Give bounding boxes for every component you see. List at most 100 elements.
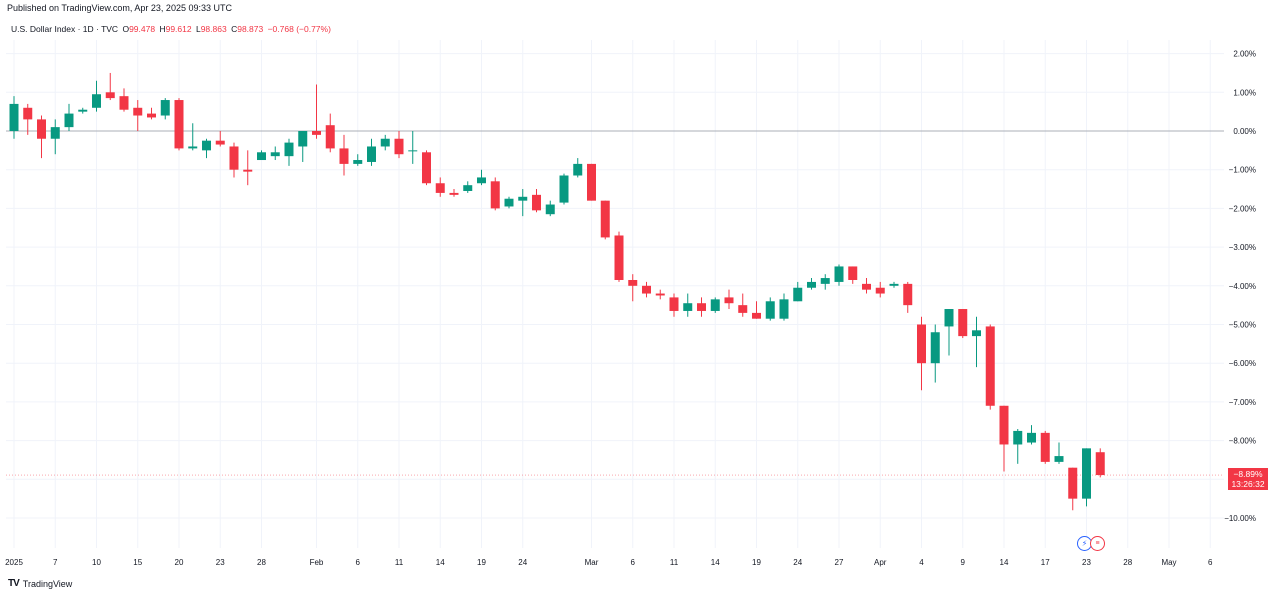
candle-body[interactable] xyxy=(793,287,803,302)
x-tick-label: 27 xyxy=(835,558,844,567)
candle-body[interactable] xyxy=(422,152,431,184)
candle-body[interactable] xyxy=(600,200,610,238)
y-tick-label: −4.00% xyxy=(1229,282,1256,291)
candle-body[interactable] xyxy=(147,113,156,118)
candle-body[interactable] xyxy=(724,297,734,304)
x-tick-label: 24 xyxy=(518,558,527,567)
candle-body[interactable] xyxy=(614,235,624,280)
candle-body[interactable] xyxy=(119,96,129,110)
candle-body[interactable] xyxy=(490,181,500,209)
candle-body[interactable] xyxy=(229,146,239,170)
candle-body[interactable] xyxy=(188,146,198,149)
candle-body[interactable] xyxy=(37,119,46,139)
candle-body[interactable] xyxy=(875,287,885,294)
candle-body[interactable] xyxy=(312,131,321,135)
candle-body[interactable] xyxy=(133,107,143,116)
y-tick-label: −10.00% xyxy=(1224,514,1256,523)
x-tick-label: 19 xyxy=(477,558,486,567)
candle-body[interactable] xyxy=(23,107,33,120)
candle-body[interactable] xyxy=(1054,456,1064,462)
y-tick-label: −8.00% xyxy=(1229,437,1256,446)
candle-body[interactable] xyxy=(380,138,390,147)
high-label: H xyxy=(159,24,166,34)
candle-body[interactable] xyxy=(367,146,376,162)
candle-body[interactable] xyxy=(257,152,266,161)
x-tick-label: 14 xyxy=(711,558,720,567)
candle-body[interactable] xyxy=(1040,432,1050,462)
candle-body[interactable] xyxy=(944,309,954,327)
candle-body[interactable] xyxy=(559,175,569,203)
candle-body[interactable] xyxy=(930,332,940,364)
candle-body[interactable] xyxy=(435,183,445,193)
candle-body[interactable] xyxy=(215,140,225,145)
candle-body[interactable] xyxy=(545,204,555,215)
candle-body[interactable] xyxy=(587,163,596,201)
candle-body[interactable] xyxy=(848,266,858,280)
candle-body[interactable] xyxy=(1027,432,1036,443)
candle-body[interactable] xyxy=(752,312,761,319)
candle-body[interactable] xyxy=(78,109,88,112)
candle-body[interactable] xyxy=(518,196,528,201)
candle-body[interactable] xyxy=(64,113,74,128)
candle-body[interactable] xyxy=(834,266,844,282)
us-flag-event-icon[interactable]: ≡ xyxy=(1090,536,1105,551)
candle-body[interactable] xyxy=(669,297,679,311)
candle-body[interactable] xyxy=(298,131,308,147)
candle-body[interactable] xyxy=(463,185,473,191)
candle-body[interactable] xyxy=(862,283,871,290)
candle-body[interactable] xyxy=(710,299,720,311)
candle-body[interactable] xyxy=(642,285,651,294)
candle-body[interactable] xyxy=(628,279,638,286)
candle-body[interactable] xyxy=(999,405,1009,445)
candle-body[interactable] xyxy=(325,125,335,149)
candle-body[interactable] xyxy=(972,330,981,337)
x-tick-label: May xyxy=(1161,558,1176,567)
candle-body[interactable] xyxy=(889,283,899,286)
candle-body[interactable] xyxy=(655,293,665,296)
candle-body[interactable] xyxy=(339,148,349,164)
candle-body[interactable] xyxy=(697,303,706,311)
candle-body[interactable] xyxy=(820,278,830,284)
candle-body[interactable] xyxy=(1082,448,1091,499)
y-tick-label: 0.00% xyxy=(1233,127,1256,136)
candle-body[interactable] xyxy=(683,303,693,311)
symbol-name[interactable]: U.S. Dollar Index · 1D · TVC xyxy=(11,24,119,34)
candle-body[interactable] xyxy=(917,324,926,364)
x-tick-label: 23 xyxy=(216,558,225,567)
candle-body[interactable] xyxy=(160,100,170,116)
candle-body[interactable] xyxy=(573,163,583,176)
candle-body[interactable] xyxy=(985,326,995,406)
candle-body[interactable] xyxy=(174,100,184,149)
candle-body[interactable] xyxy=(92,94,101,108)
x-tick-label: 6 xyxy=(631,558,636,567)
candle-body[interactable] xyxy=(284,142,294,157)
candle-body[interactable] xyxy=(202,140,211,151)
candle-body[interactable] xyxy=(779,299,789,319)
candle-body[interactable] xyxy=(1095,452,1105,476)
candle-body[interactable] xyxy=(765,301,775,319)
candle-body[interactable] xyxy=(105,92,115,99)
candle-body[interactable] xyxy=(1068,467,1078,499)
candle-body[interactable] xyxy=(408,150,418,152)
candle-body[interactable] xyxy=(532,194,541,211)
candle-body[interactable] xyxy=(958,309,968,337)
footer-brand[interactable]: TradingView xyxy=(22,578,73,589)
candle-body[interactable] xyxy=(243,169,253,172)
tradingview-logo-icon[interactable]: TV xyxy=(8,578,20,589)
candle-body[interactable] xyxy=(394,138,404,155)
x-tick-label: 24 xyxy=(793,558,802,567)
candle-body[interactable] xyxy=(50,127,60,139)
candle-body[interactable] xyxy=(449,192,459,195)
change-value: −0.768 (−0.77%) xyxy=(267,24,331,34)
candle-body[interactable] xyxy=(738,305,748,313)
candle-body[interactable] xyxy=(9,103,19,131)
candle-body[interactable] xyxy=(353,160,363,164)
candle-body[interactable] xyxy=(1013,430,1023,445)
candle-body[interactable] xyxy=(477,177,486,184)
candle-body[interactable] xyxy=(903,283,913,306)
candle-body[interactable] xyxy=(270,152,280,157)
candle-body[interactable] xyxy=(807,281,816,288)
candle-body[interactable] xyxy=(504,198,514,207)
x-tick-label: 19 xyxy=(752,558,761,567)
